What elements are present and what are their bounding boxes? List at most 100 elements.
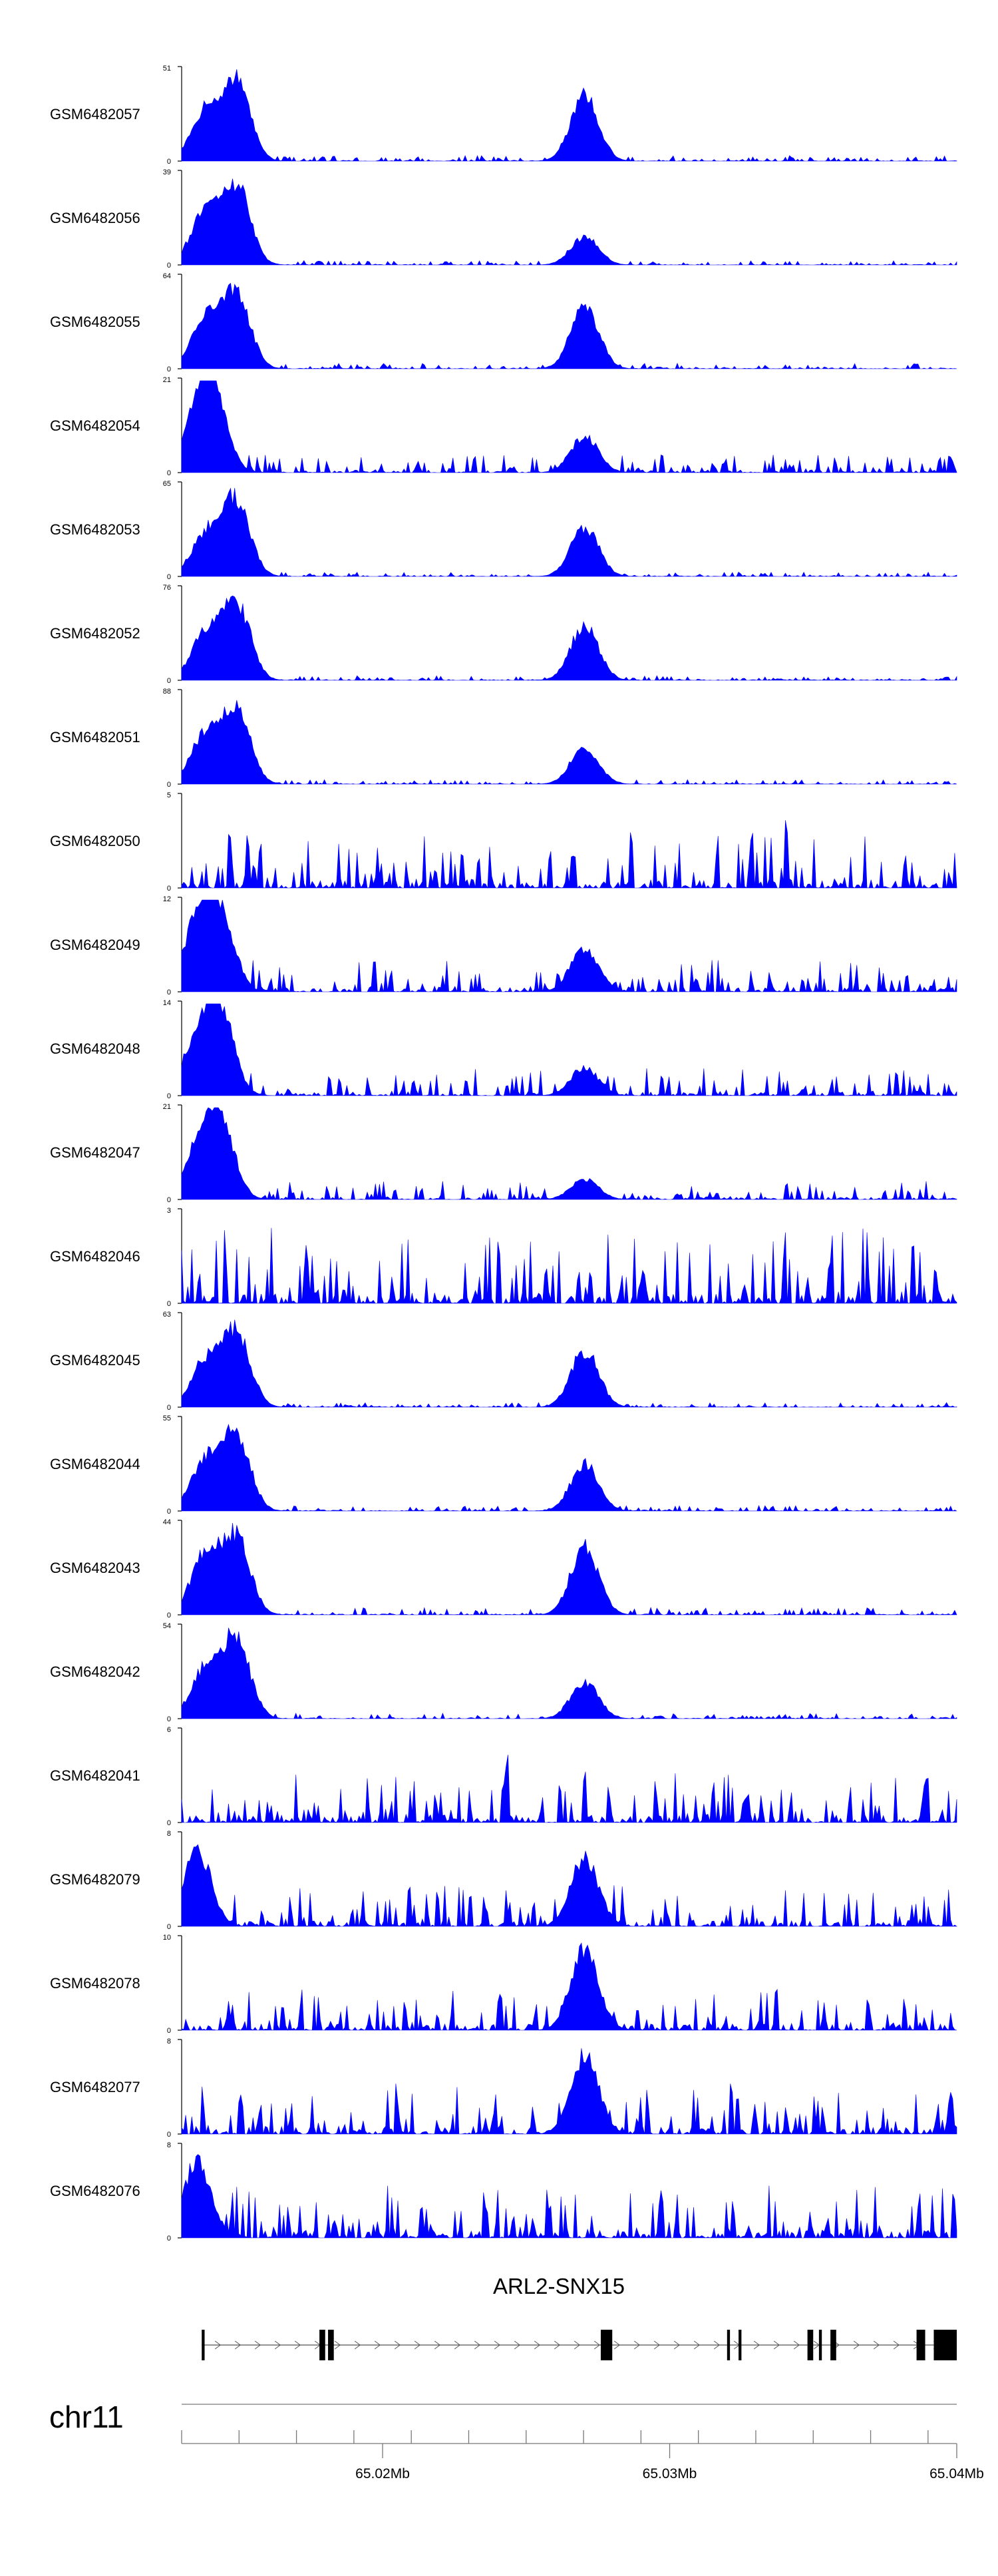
coverage-area (181, 178, 957, 266)
strand-arrow (773, 2340, 780, 2350)
y-min-label: 0 (167, 1508, 171, 1516)
chromosome-label: chr11 (49, 2400, 124, 2434)
y-max-label: 8 (167, 2141, 171, 2149)
y-max-label: 54 (163, 1622, 171, 1630)
strand-arrow (713, 2340, 721, 2350)
y-min-label: 0 (167, 2027, 171, 2035)
y-min-label: 0 (167, 677, 171, 685)
track-label: GSM6482048 (50, 1040, 140, 1057)
strand-arrow (693, 2340, 701, 2350)
track-GSM6482079: GSM6482079 8 0 (50, 1830, 958, 1931)
track-label: GSM6482042 (50, 1663, 140, 1680)
track-label: GSM6482043 (50, 1560, 140, 1576)
strand-arrow (514, 2340, 521, 2350)
track-label: GSM6482049 (50, 937, 140, 953)
strand-arrow (494, 2340, 501, 2350)
coverage-area (181, 1003, 957, 1097)
exon-block (328, 2330, 334, 2360)
strand-arrow (793, 2340, 800, 2350)
y-min-label: 0 (167, 988, 171, 996)
coverage-area (181, 69, 957, 162)
y-max-label: 39 (163, 168, 171, 176)
y-min-label: 0 (167, 2235, 171, 2243)
track-GSM6482052: GSM6482052 76 0 (50, 584, 957, 685)
y-max-label: 44 (163, 1518, 171, 1526)
axis-tick-label: 65.02Mb (355, 2466, 410, 2481)
strand-arrow (394, 2340, 401, 2350)
y-max-label: 3 (167, 1207, 171, 1215)
strand-arrow (633, 2340, 641, 2350)
y-max-label: 76 (163, 584, 171, 592)
coverage-area (181, 1942, 957, 2032)
coverage-area (181, 2154, 957, 2239)
y-min-label: 0 (167, 2131, 171, 2139)
strand-arrow (234, 2340, 242, 2350)
coverage-area (181, 1423, 957, 1512)
y-min-label: 0 (167, 885, 171, 893)
y-max-label: 55 (163, 1414, 171, 1422)
exon-block (202, 2330, 205, 2360)
track-label: GSM6482041 (50, 1767, 140, 1784)
coverage-area (181, 1627, 957, 1719)
y-min-label: 0 (167, 1092, 171, 1100)
y-max-label: 5 (167, 791, 171, 799)
strand-arrow (653, 2340, 661, 2350)
y-min-label: 0 (167, 573, 171, 581)
y-min-label: 0 (167, 1611, 171, 1619)
strand-arrow (274, 2340, 281, 2350)
track-GSM6482046: GSM6482046 3 0 (50, 1207, 957, 1308)
track-GSM6482076: GSM6482076 8 0 (50, 2141, 957, 2243)
track-GSM6482050: GSM6482050 5 0 (50, 791, 957, 893)
track-label: GSM6482045 (50, 1352, 140, 1369)
strand-arrow (873, 2340, 880, 2350)
strand-arrow (334, 2340, 341, 2350)
y-min-label: 0 (167, 1819, 171, 1827)
track-label: GSM6482051 (50, 729, 140, 746)
exon-block (830, 2330, 836, 2360)
track-label: GSM6482057 (50, 106, 140, 122)
strand-arrow (414, 2340, 421, 2350)
strand-arrow (454, 2340, 461, 2350)
coverage-area (181, 1522, 957, 1615)
track-GSM6482049: GSM6482049 12 0 (50, 895, 957, 996)
y-min-label: 0 (167, 469, 171, 477)
track-label: GSM6482076 (50, 2183, 140, 2199)
y-max-label: 21 (163, 376, 171, 384)
exon-block (933, 2330, 957, 2360)
strand-arrow (853, 2340, 860, 2350)
coverage-area (181, 595, 957, 681)
track-GSM6482056: GSM6482056 39 0 (50, 168, 957, 270)
coverage-area (181, 899, 957, 993)
gene-name-label: ARL2-SNX15 (493, 2274, 625, 2298)
track-label: GSM6482054 (50, 417, 140, 434)
track-label: GSM6482046 (50, 1248, 140, 1265)
track-label: GSM6482056 (50, 210, 140, 226)
y-max-label: 8 (167, 1830, 171, 1838)
track-GSM6482057: GSM6482057 51 0 (50, 65, 957, 166)
strand-arrow (554, 2340, 561, 2350)
exon-block (916, 2330, 925, 2360)
y-max-label: 12 (163, 895, 171, 903)
track-label: GSM6482079 (50, 1871, 140, 1888)
track-GSM6482042: GSM6482042 54 0 (50, 1622, 957, 1723)
y-min-label: 0 (167, 1923, 171, 1931)
strand-arrow (434, 2340, 441, 2350)
exon-block (600, 2330, 613, 2360)
track-GSM6482048: GSM6482048 14 0 (50, 999, 957, 1100)
strand-arrow (354, 2340, 361, 2350)
coverage-area (181, 380, 957, 474)
coverage-area (181, 2048, 957, 2135)
y-max-label: 14 (163, 999, 171, 1007)
strand-arrow (673, 2340, 681, 2350)
coverage-area (181, 700, 957, 785)
strand-arrow (254, 2340, 261, 2350)
track-GSM6482044: GSM6482044 55 0 (50, 1414, 957, 1516)
y-min-label: 0 (167, 1300, 171, 1308)
strand-arrow (753, 2340, 760, 2350)
track-GSM6482047: GSM6482047 21 0 (50, 1103, 957, 1204)
y-min-label: 0 (167, 1196, 171, 1204)
strand-arrow (294, 2340, 301, 2350)
track-label: GSM6482050 (50, 833, 140, 849)
y-max-label: 8 (167, 2038, 171, 2045)
